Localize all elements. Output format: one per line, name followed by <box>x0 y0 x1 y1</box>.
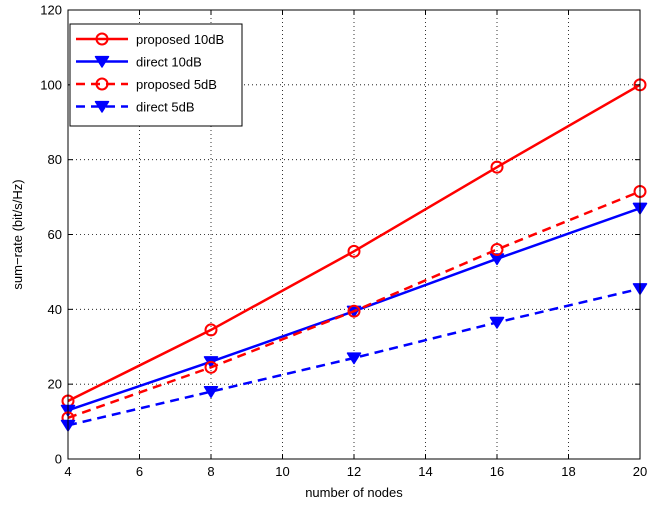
legend-item: direct 5dB <box>76 100 195 115</box>
legend-box <box>69 23 243 127</box>
y-tick-label: 20 <box>48 377 62 392</box>
x-tick-label: 18 <box>561 464 575 479</box>
x-axis-label: number of nodes <box>305 485 403 500</box>
data-point-marker <box>490 160 504 174</box>
legend-marker <box>95 32 109 46</box>
x-tick-label: 6 <box>136 464 143 479</box>
data-point-marker <box>489 316 505 329</box>
legend-item: proposed 10dB <box>76 32 224 47</box>
series-line <box>67 190 641 420</box>
data-point-marker <box>346 352 362 365</box>
legend-label: direct 5dB <box>136 100 195 115</box>
y-tick-label: 40 <box>48 302 62 317</box>
data-point-marker <box>347 244 361 258</box>
x-tick-label: 12 <box>347 464 361 479</box>
y-tick-label: 120 <box>40 3 62 18</box>
legend-label: direct 10dB <box>136 55 202 70</box>
legend-marker <box>94 100 110 113</box>
y-tick-label: 80 <box>48 152 62 167</box>
axis-ticks: 4 6 8 10 12 14 16 18 20 0 20 40 60 80 100 120 <box>40 3 647 480</box>
series-proposed-5db <box>61 184 647 425</box>
data-point-marker <box>203 386 219 398</box>
legend-marker <box>95 77 109 91</box>
y-tick-label: 60 <box>48 227 62 242</box>
legend-label: proposed 5dB <box>136 77 217 92</box>
series-direct-10db <box>60 202 648 417</box>
legend-marker <box>94 55 110 68</box>
data-point-marker <box>489 253 505 266</box>
y-axis-label: sum−rate (bit/s/Hz) <box>10 179 25 289</box>
legend: proposed 10dB direct 10dB proposed 5dB dire… <box>69 23 243 127</box>
series-line <box>67 83 641 403</box>
x-tick-label: 14 <box>418 464 432 479</box>
data-point-marker <box>490 242 504 256</box>
legend-item: direct 10dB <box>76 55 202 70</box>
y-tick-label: 0 <box>55 452 62 467</box>
x-tick-label: 10 <box>275 464 289 479</box>
x-tick-label: 8 <box>207 464 214 479</box>
y-tick-label: 100 <box>40 77 62 92</box>
x-tick-label: 4 <box>64 464 71 479</box>
x-tick-label: 20 <box>633 464 647 479</box>
x-tick-label: 16 <box>490 464 504 479</box>
data-point-marker <box>204 360 218 374</box>
legend-label: proposed 10dB <box>136 32 224 47</box>
data-point-marker <box>204 323 218 337</box>
legend-item: proposed 5dB <box>76 77 217 92</box>
data-point-marker <box>347 304 361 318</box>
